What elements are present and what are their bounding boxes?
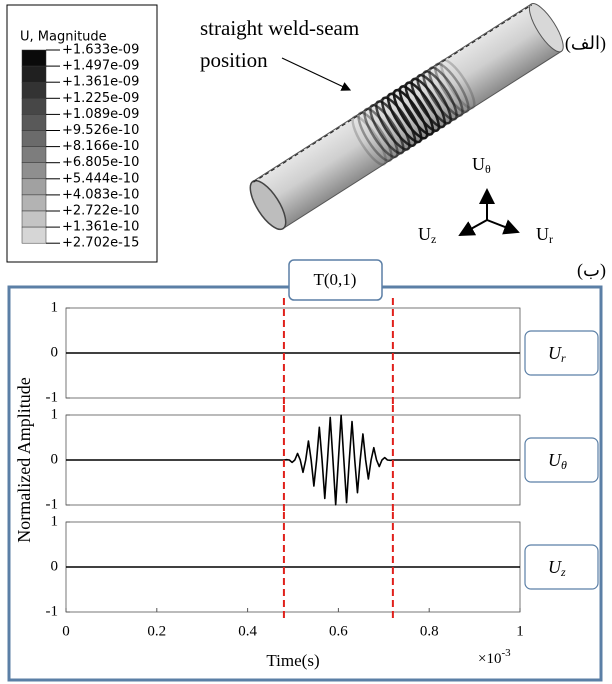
legend-label: +4.083e-10	[62, 187, 139, 202]
legend-label: +1.089e-09	[62, 107, 139, 122]
axis-arrow	[458, 219, 488, 236]
panel-label: (الف)	[565, 33, 606, 54]
ring	[357, 111, 393, 163]
y-tick-label: 0	[51, 451, 59, 467]
weld-seam	[253, 4, 533, 183]
triad	[458, 188, 520, 236]
ring	[375, 100, 411, 151]
signal-label: T(0,1)	[314, 270, 357, 289]
x-tick-label: 0.2	[147, 623, 166, 639]
legend-swatch	[21, 146, 47, 163]
x-multiplier: ×10-3	[478, 647, 511, 668]
label-base: U	[548, 557, 562, 577]
legend-label: +2.722e-10	[62, 204, 139, 219]
legend-swatch	[21, 194, 47, 212]
triad-label: Uθ	[472, 154, 491, 176]
series-label: Uθ	[548, 450, 567, 472]
legend-label: +6.805e-10	[62, 155, 139, 170]
legend-swatch	[21, 162, 47, 180]
ring	[369, 103, 405, 155]
axis-arrow	[486, 219, 520, 235]
legend-label: +9.526e-10	[62, 123, 139, 138]
ring	[416, 73, 452, 125]
y-tick-label: 1	[51, 299, 59, 315]
ring	[351, 115, 387, 166]
legend-swatch	[21, 49, 47, 67]
label-base: U	[548, 450, 562, 470]
ring	[422, 70, 458, 121]
triad-label: Uz	[418, 224, 436, 246]
pipe	[249, 3, 564, 231]
label-box	[524, 437, 599, 483]
ring	[434, 62, 470, 114]
multiplier-exp: -3	[501, 647, 511, 659]
label-box	[524, 544, 599, 590]
ring	[410, 77, 446, 129]
ring	[386, 92, 423, 144]
legend-swatch	[21, 178, 47, 196]
x-tick-label: 1	[516, 623, 524, 639]
y-tick-label: 0	[51, 344, 59, 360]
ring	[404, 81, 441, 132]
pipe-opening	[249, 179, 287, 231]
signal-box	[288, 259, 383, 301]
weld-rings	[351, 58, 476, 166]
x-tick-label: 0.8	[420, 623, 439, 639]
legend-label: +1.225e-09	[62, 91, 139, 106]
label-base: U	[548, 343, 562, 363]
ring	[440, 58, 476, 110]
legend-label: +1.497e-09	[62, 59, 139, 74]
legend-swatch	[21, 210, 47, 228]
legend-swatch	[21, 226, 47, 244]
y-tick-label: 1	[51, 513, 59, 529]
legend-swatch	[21, 130, 47, 147]
line-series	[66, 414, 520, 506]
ring	[392, 88, 429, 140]
annotation: straight weld-seam	[200, 16, 359, 40]
series-label: Uz	[548, 557, 566, 579]
y-tick-label: 0	[51, 558, 59, 574]
multiplier-base: ×10	[478, 651, 501, 667]
arrow	[281, 57, 352, 91]
legend-label: +1.633e-09	[62, 43, 139, 58]
legend: +1.633e-09+1.497e-09+1.361e-09+1.225e-09…	[21, 43, 139, 251]
label-sub: θ	[561, 458, 567, 472]
ring	[363, 107, 399, 159]
x-axis-label: Time(s)	[266, 651, 319, 670]
annotation: position	[200, 48, 268, 72]
label-sub: r	[561, 351, 566, 365]
series-label: Ur	[548, 343, 566, 365]
legend-label: +5.444e-10	[62, 171, 139, 186]
x-tick-label: 0	[62, 623, 70, 639]
triad-label: Ur	[536, 224, 553, 246]
legend-title: U, Magnitude	[20, 30, 107, 45]
legend-label: +1.361e-10	[62, 220, 139, 235]
pipe-end	[528, 3, 564, 53]
legend-label: +8.166e-10	[62, 139, 139, 154]
ring	[380, 96, 417, 147]
y-tick-label: 1	[51, 406, 59, 422]
panel-label: (ب)	[577, 260, 606, 281]
label-sub: z	[560, 565, 566, 579]
legend-swatch	[21, 65, 47, 83]
ring	[398, 85, 435, 136]
ring	[428, 66, 464, 117]
label-box	[524, 330, 599, 376]
y-axis-label: Normalized Amplitude	[14, 377, 34, 542]
legend-swatch	[21, 81, 47, 99]
legend-label: +1.361e-09	[62, 75, 139, 90]
legend-swatch	[21, 114, 47, 131]
x-tick-label: 0.6	[329, 623, 348, 639]
y-tick-label: -1	[46, 496, 59, 512]
y-tick-label: -1	[46, 389, 59, 405]
legend-label: +2.702e-15	[62, 236, 139, 251]
legend-swatch	[21, 98, 47, 115]
y-tick-label: -1	[46, 603, 59, 619]
x-tick-label: 0.4	[238, 623, 257, 639]
